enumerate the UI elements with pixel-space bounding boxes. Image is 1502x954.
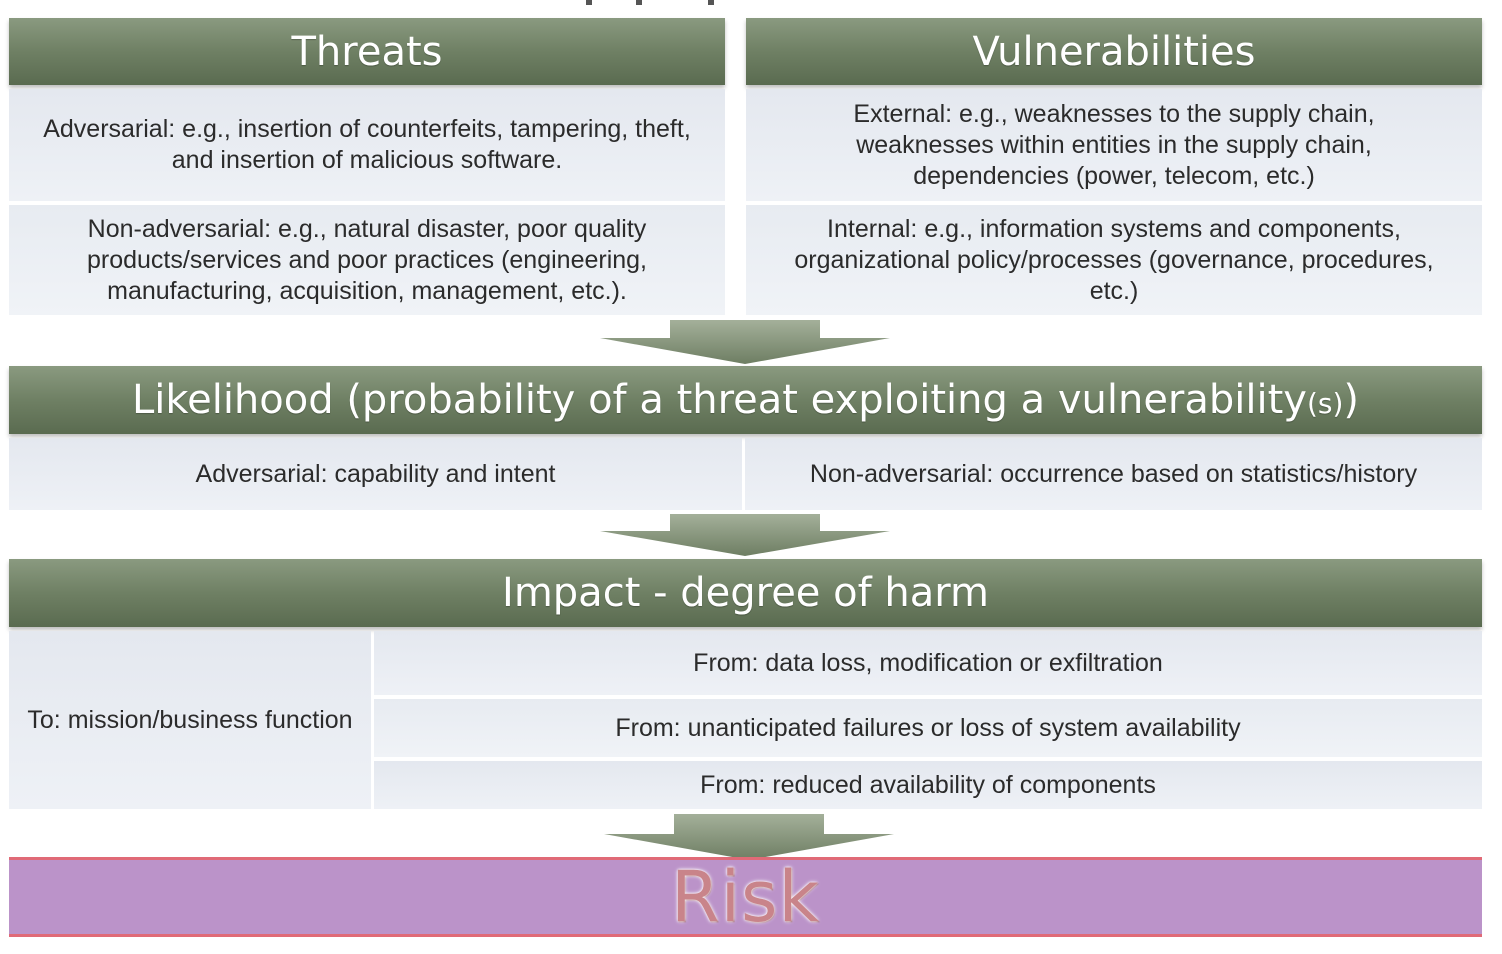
threats-adversarial-text: Adversarial: e.g., insertion of counterf… bbox=[43, 115, 691, 174]
threats-non-adversarial-cell: Non-adversarial: e.g., natural disaster,… bbox=[9, 205, 725, 315]
impact-from-item: From: unanticipated failures or loss of … bbox=[374, 699, 1482, 757]
threats-adversarial-cell: Adversarial: e.g., insertion of counterf… bbox=[9, 89, 725, 201]
vulnerabilities-internal-cell: Internal: e.g., information systems and … bbox=[746, 205, 1482, 315]
down-arrow-1 bbox=[600, 320, 890, 364]
likelihood-non-adversarial-text: Non-adversarial: occurrence based on sta… bbox=[809, 459, 1418, 488]
impact-from-text-2: From: unanticipated failures or loss of … bbox=[615, 713, 1241, 742]
impact-to-text: To: mission/business function bbox=[27, 705, 353, 734]
impact-header: Impact - degree of harm bbox=[9, 559, 1482, 627]
vulnerabilities-header: Vulnerabilities bbox=[746, 18, 1482, 85]
likelihood-header: Likelihood (probability of a threat expl… bbox=[9, 366, 1482, 434]
threats-title: Threats bbox=[291, 28, 443, 75]
likelihood-non-adversarial-cell: Non-adversarial: occurrence based on sta… bbox=[745, 438, 1482, 510]
impact-title: Impact - degree of harm bbox=[502, 570, 989, 616]
down-arrow-2 bbox=[600, 514, 890, 556]
impact-from-item: From: data loss, modification or exfiltr… bbox=[374, 631, 1482, 695]
likelihood-title: Likelihood (probability of a threat expl… bbox=[131, 377, 1360, 423]
vulnerabilities-title: Vulnerabilities bbox=[972, 28, 1256, 75]
vulnerabilities-external-cell: External: e.g., weaknesses to the supply… bbox=[746, 89, 1482, 201]
vulnerabilities-internal-text: Internal: e.g., information systems and … bbox=[794, 214, 1434, 305]
threats-non-adversarial-text: Non-adversarial: e.g., natural disaster,… bbox=[86, 214, 648, 305]
risk-box: Risk bbox=[9, 856, 1482, 938]
impact-to-cell: To: mission/business function bbox=[9, 631, 371, 809]
impact-from-text-3: From: reduced availability of components bbox=[700, 770, 1156, 799]
risk-label: Risk bbox=[670, 856, 821, 938]
likelihood-adversarial-cell: Adversarial: capability and intent bbox=[9, 438, 742, 510]
impact-from-text-1: From: data loss, modification or exfiltr… bbox=[693, 648, 1163, 677]
impact-from-item: From: reduced availability of components bbox=[374, 761, 1482, 809]
vulnerabilities-external-text: External: e.g., weaknesses to the supply… bbox=[853, 99, 1375, 190]
top-edge-marks bbox=[586, 0, 714, 5]
likelihood-adversarial-text: Adversarial: capability and intent bbox=[195, 459, 556, 488]
down-arrow-3 bbox=[604, 814, 894, 860]
threats-header: Threats bbox=[9, 18, 725, 85]
